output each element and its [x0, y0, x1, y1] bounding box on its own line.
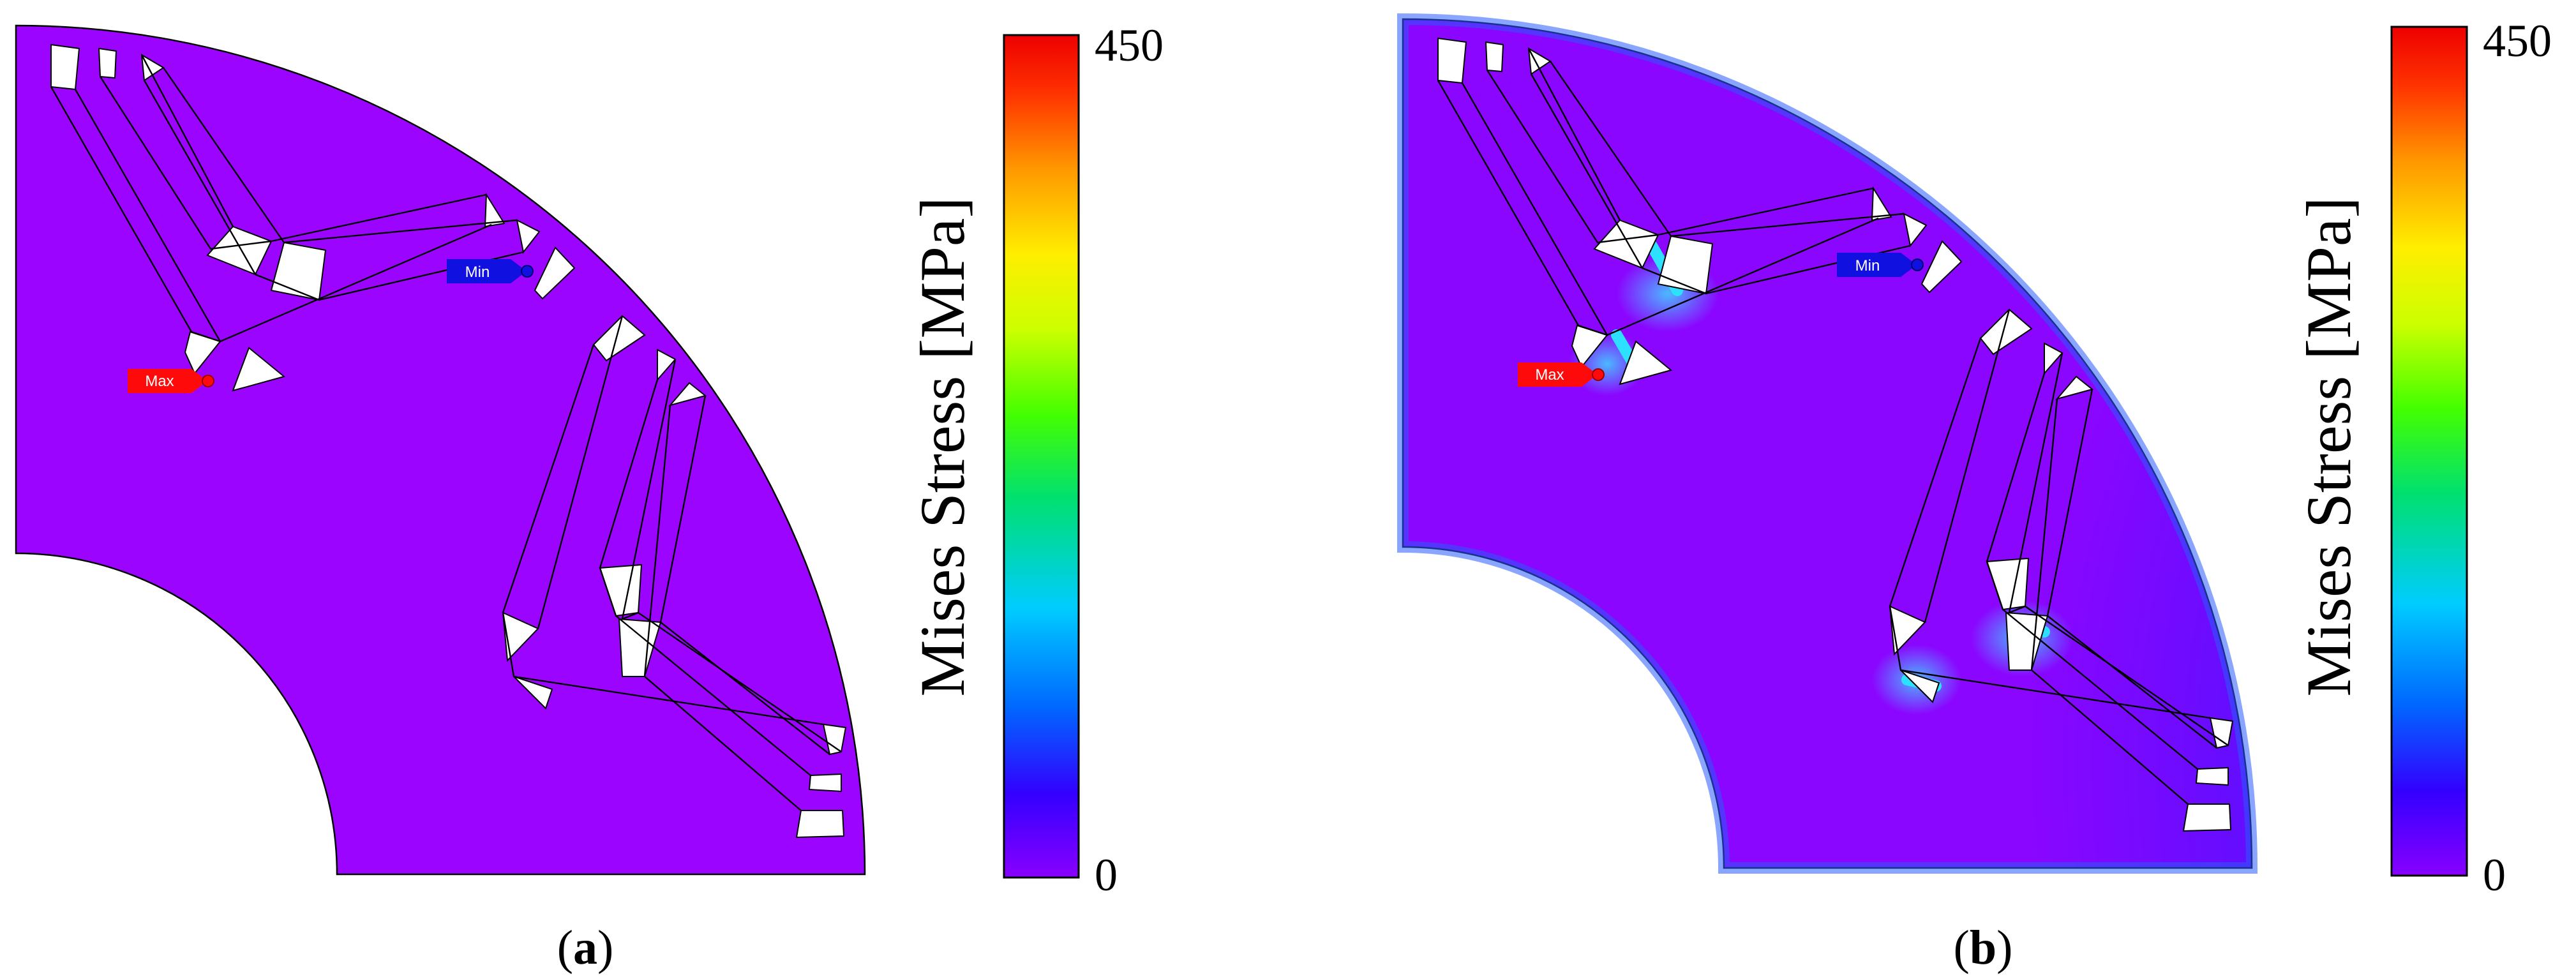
- min-label-b: Min: [1855, 257, 1880, 274]
- colorbar-title-b: Mises Stress [MPa]: [2293, 197, 2364, 696]
- min-marker-b: Min: [1837, 253, 1924, 277]
- max-label-a: Max: [145, 373, 174, 390]
- colorbar-gradient-b: [2390, 26, 2468, 877]
- colorbar-gradient-a: [1003, 34, 1080, 879]
- colorbar-max-label-a: 450: [1095, 20, 1164, 71]
- min-marker-a: Min: [447, 259, 534, 283]
- panel-a: Max Min 450 0 Mises Stress [MPa] (a): [15, 20, 1164, 975]
- max-marker-a: Max: [128, 369, 214, 393]
- min-label-a: Min: [465, 264, 490, 281]
- colorbar-a: 450 0 Mises Stress [MPa]: [907, 20, 1164, 901]
- colorbar-title-a: Mises Stress [MPa]: [907, 197, 978, 696]
- max-marker-b: Max: [1518, 362, 1605, 387]
- caption-b: (b): [1954, 921, 2013, 975]
- caption-a: (a): [557, 921, 614, 975]
- colorbar-max-label-b: 450: [2483, 15, 2552, 66]
- rotor-section-b: [1402, 18, 2253, 869]
- colorbar-min-label-b: 0: [2483, 849, 2506, 901]
- rotor-section-a: [15, 24, 866, 876]
- panel-b: Max Min 450 0 Mises Stress [MPa] (b): [1403, 15, 2552, 975]
- colorbar-b: 450 0 Mises Stress [MPa]: [2293, 15, 2552, 901]
- max-label-b: Max: [1535, 366, 1564, 384]
- colorbar-min-label-a: 0: [1095, 849, 1118, 901]
